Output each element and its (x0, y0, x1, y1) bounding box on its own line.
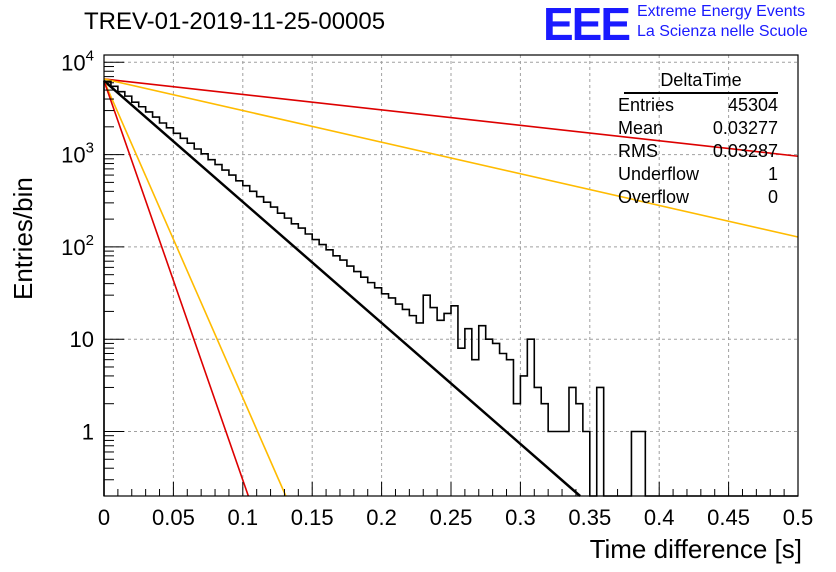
stats-label: RMS (618, 141, 658, 161)
x-tick-label: 0 (98, 505, 110, 530)
chart-title: TREV-01-2019-11-25-00005 (84, 8, 386, 35)
stats-row-mean: Mean 0.03277 (612, 117, 778, 140)
x-tick-label: 0.2 (366, 505, 397, 530)
fit-line (103, 78, 799, 158)
stats-label: Entries (618, 95, 675, 115)
y-axis-label: Entries/bin (8, 177, 38, 300)
y-tick-label: 103 (61, 140, 94, 168)
stats-label: Underflow (618, 164, 700, 184)
x-tick-label: 0.1 (228, 505, 259, 530)
x-tick-label: 0.25 (430, 505, 473, 530)
y-tick-label: 102 (61, 232, 94, 260)
y-axis-ticks: 1 10 102 103 104 (61, 47, 124, 497)
x-axis-ticks: 0 0.05 0.1 0.15 0.2 0.25 0.3 0.35 0.4 0.45 0.5 (98, 482, 813, 530)
stats-value: 0.03277 (712, 118, 778, 138)
stats-row-rms: RMS 0.03287 (612, 140, 778, 163)
fit-line (103, 79, 581, 497)
stats-title: DeltaTime (624, 70, 778, 94)
logo-line-2: La Scienza nelle Scuole (637, 23, 808, 40)
stats-value: 45304 (727, 95, 778, 115)
y-tick-label: 10 (70, 327, 94, 352)
stats-value: 1 (767, 164, 778, 184)
stats-row-underflow: Underflow 1 (612, 163, 778, 186)
x-tick-label: 0.05 (152, 505, 195, 530)
stats-value: 0.03287 (712, 141, 778, 161)
grid-lines (104, 55, 798, 496)
x-tick-label: 0.3 (505, 505, 536, 530)
y-tick-label: 1 (82, 419, 94, 444)
fit-lines (103, 78, 799, 497)
x-tick-label: 0.35 (568, 505, 611, 530)
x-tick-label: 0.4 (644, 505, 675, 530)
stats-value: 0 (767, 187, 778, 207)
x-tick-label: 0.45 (707, 505, 750, 530)
stats-label: Overflow (618, 187, 690, 207)
logo-line-1: Extreme Energy Events (637, 3, 806, 20)
x-axis-label: Time difference [s] (589, 534, 802, 564)
fit-line (103, 78, 799, 238)
stats-label: Mean (618, 118, 664, 138)
y-tick-label: 104 (61, 47, 94, 75)
eee-logo: EEE (543, 0, 631, 50)
x-tick-label: 0.5 (783, 505, 814, 530)
x-tick-label: 0.15 (291, 505, 334, 530)
stats-row-entries: Entries 45304 (612, 94, 778, 117)
stats-row-overflow: Overflow 0 (612, 186, 778, 209)
fit-line (103, 80, 287, 497)
fit-line (103, 80, 250, 497)
stats-box: DeltaTime Entries 45304 Mean 0.03277 RMS… (612, 70, 778, 209)
